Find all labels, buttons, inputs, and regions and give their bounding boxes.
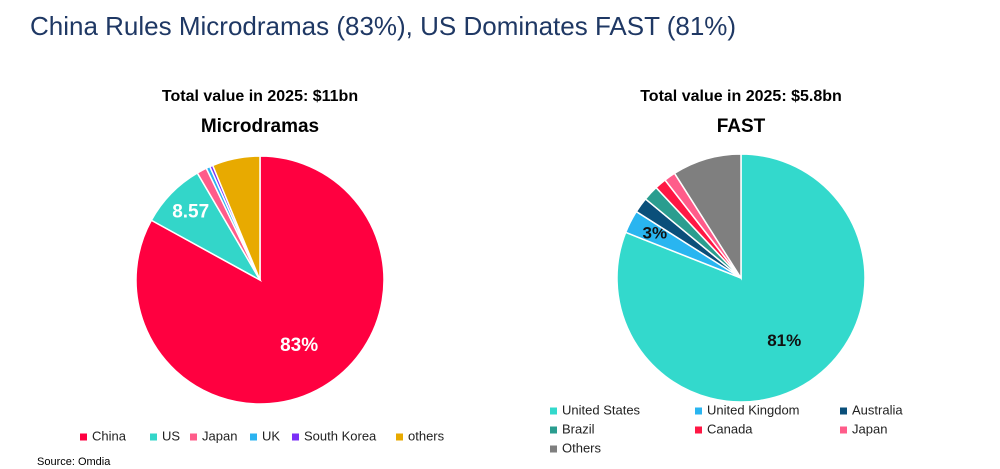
legend-swatch	[695, 426, 702, 434]
legend-swatch	[80, 433, 87, 441]
legend-label: Japan	[852, 421, 887, 436]
data-label: 8.57	[172, 202, 209, 223]
pie-slice	[616, 153, 866, 403]
legend-label: Others	[562, 440, 602, 455]
legend-swatch	[840, 407, 847, 415]
legend-label: United Kingdom	[707, 402, 800, 417]
legend-swatch	[840, 426, 847, 434]
legend-label: Brazil	[562, 421, 595, 436]
source: Source: Omdia	[37, 456, 111, 468]
legend-label: UK	[262, 428, 280, 443]
pie-slice	[673, 153, 742, 281]
legend-label: Canada	[707, 421, 753, 436]
data-label: 83%	[280, 335, 318, 356]
data-label: 3%	[643, 224, 668, 243]
pie-slice	[211, 155, 261, 281]
legend-label: China	[92, 428, 127, 443]
legend-swatch	[292, 433, 299, 441]
legend-swatch	[190, 433, 197, 441]
legend-swatch	[550, 445, 557, 453]
legend-label: United States	[562, 402, 641, 417]
legend-swatch	[550, 407, 557, 415]
legend-label: US	[162, 428, 180, 443]
legend-swatch	[550, 426, 557, 434]
legend-label: others	[408, 428, 445, 443]
chart-subtitle: Total value in 2025: $11bn	[162, 88, 358, 105]
chart-title: Microdramas	[201, 116, 319, 137]
page-title: China Rules Microdramas (83%), US Domina…	[30, 11, 736, 41]
legend-swatch	[396, 433, 403, 441]
chart-subtitle: Total value in 2025: $5.8bn	[640, 88, 842, 105]
data-label: 81%	[767, 331, 801, 350]
legend-swatch	[695, 407, 702, 415]
chart-title: FAST	[717, 116, 766, 137]
legend-label: Australia	[852, 402, 903, 417]
legend-swatch	[150, 433, 157, 441]
legend-label: Japan	[202, 428, 237, 443]
legend-swatch	[250, 433, 257, 441]
legend-label: South Korea	[304, 428, 377, 443]
